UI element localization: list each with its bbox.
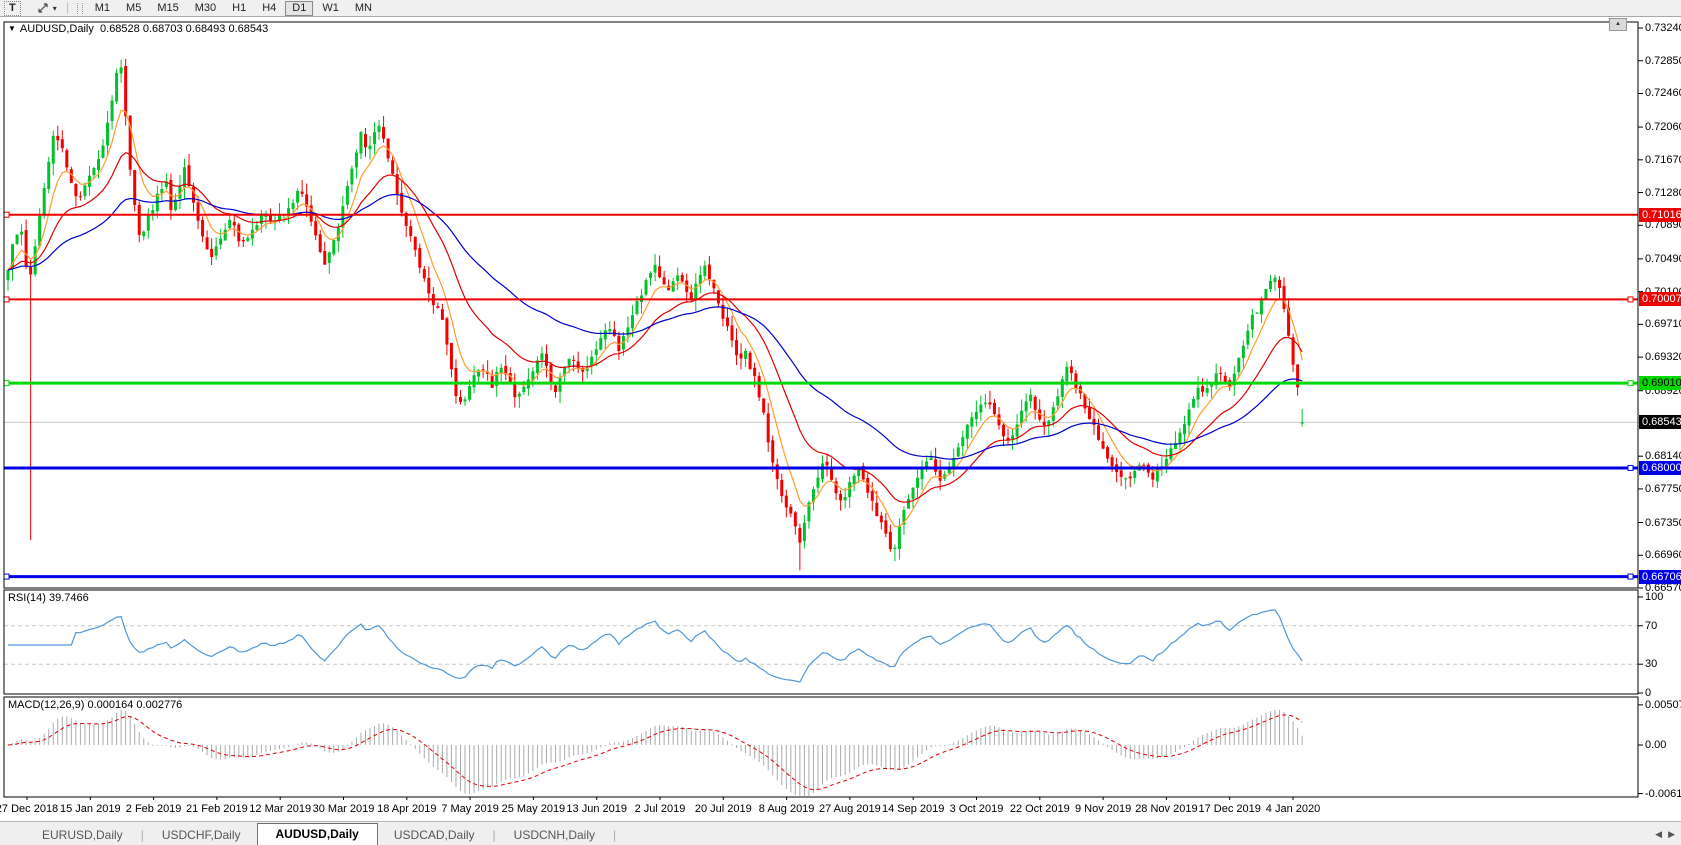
chart-title: ▼ AUDUSD,Daily 0.68528 0.68703 0.68493 0.…	[8, 23, 268, 35]
macd-tick-label: 0.005076	[1645, 698, 1681, 711]
date-tick-label: 25 May 2019	[501, 803, 566, 815]
current-price-badge: 0.68543	[1639, 415, 1681, 430]
price-tick-label: 0.70890	[1645, 219, 1681, 232]
date-tick-label: 22 Oct 2019	[1009, 803, 1070, 815]
tab-usdcad[interactable]: USDCAD,Daily	[393, 828, 475, 842]
price-tick-label: 0.71670	[1645, 153, 1681, 166]
tab-usdchf[interactable]: USDCHF,Daily	[161, 828, 241, 842]
rsi-label: RSI(14) 39.7466	[8, 592, 89, 604]
chart-tab-bar: EURUSD,Daily | USDCHF,Daily AUDUSD,Daily USD…	[0, 821, 1681, 845]
price-line-badge: 0.71016	[1639, 207, 1681, 222]
price-tick-label: 0.71280	[1645, 186, 1681, 199]
price-tick-label: 0.70490	[1645, 252, 1681, 265]
toolbar-separator	[66, 2, 68, 14]
chevron-down-icon: ▾	[52, 3, 57, 13]
rsi-tick-label: 30	[1645, 658, 1658, 671]
date-tick-label: 21 Feb 2019	[186, 803, 248, 815]
timeframe-button-m5[interactable]: M5	[126, 1, 142, 14]
chart-ohlc: 0.68528 0.68703 0.68493 0.68543	[100, 23, 269, 35]
date-tick-label: 17 Dec 2019	[1198, 803, 1261, 815]
price-tick-label: 0.68140	[1645, 450, 1681, 463]
tabs-scroll-left-button[interactable]: ◀	[1655, 829, 1663, 839]
tab-separator: |	[140, 828, 144, 842]
timeframe-button-m1[interactable]: M1	[94, 1, 111, 14]
price-tick-label: 0.69710	[1645, 318, 1681, 331]
price-line-badge: 0.70007	[1639, 292, 1681, 307]
date-tick-label: 18 Apr 2019	[377, 803, 437, 815]
chart-window: ▼ AUDUSD,Daily 0.68528 0.68703 0.68493 0.…	[0, 17, 1681, 820]
toolbar-grip[interactable]	[76, 2, 83, 14]
date-tick-label: 20 Jul 2019	[694, 803, 752, 815]
price-tick-label: 0.66960	[1645, 549, 1681, 562]
date-tick-label: 8 Aug 2019	[758, 803, 815, 815]
timeframe-button-d1[interactable]: D1	[285, 0, 314, 16]
price-tick-label: 0.66570	[1645, 582, 1681, 594]
price-tick-label: 0.72060	[1645, 121, 1681, 134]
rsi-value: 39.7466	[48, 592, 89, 604]
price-tick-label: 0.73240	[1645, 22, 1681, 34]
tab-audusd[interactable]: AUDUSD,Daily	[256, 823, 378, 845]
rsi-tick-label: 70	[1645, 619, 1658, 632]
date-tick-label: 14 Sep 2019	[881, 803, 945, 815]
arrow-tool-button[interactable]: ▾	[31, 2, 62, 15]
timeframe-button-mn[interactable]: MN	[354, 1, 372, 14]
price-tick-label: 0.67350	[1645, 516, 1681, 529]
price-tick-label: 0.67750	[1645, 482, 1681, 495]
timeframe-group: M1 M5 M15 M30 H1 H4 D1 W1 MN	[87, 0, 380, 16]
macd-tick-label: -0.006148	[1645, 787, 1681, 800]
timeframe-button-w1[interactable]: W1	[322, 1, 339, 14]
date-tick-label: 4 Jan 2020	[1265, 803, 1321, 815]
scroll-up-button[interactable]: ▲	[1609, 18, 1627, 31]
date-tick-label: 9 Nov 2019	[1074, 803, 1132, 815]
collapse-triangle-icon: ▼	[8, 24, 16, 33]
date-tick-label: 28 Nov 2019	[1135, 803, 1198, 815]
price-line-badge: 0.66706	[1639, 569, 1681, 584]
tab-separator: |	[613, 828, 617, 842]
timeframe-button-m30[interactable]: M30	[194, 1, 217, 14]
timeframe-button-h1[interactable]: H1	[232, 1, 247, 14]
rsi-tick-label: 0	[1645, 687, 1652, 699]
text-tool-button[interactable]: T	[4, 0, 21, 16]
tab-separator: |	[492, 828, 496, 842]
double-arrow-icon	[36, 2, 50, 15]
rsi-name: RSI(14)	[8, 592, 46, 604]
macd-label: MACD(12,26,9) 0.000164 0.002776	[8, 699, 182, 711]
date-tick-label: 30 Mar 2019	[312, 803, 375, 815]
price-tick-label: 0.72460	[1645, 87, 1681, 100]
date-tick-label: 2 Jul 2019	[634, 803, 686, 815]
date-tick-label: 7 May 2019	[441, 803, 499, 815]
price-line-badge: 0.68000	[1639, 460, 1681, 475]
chart-canvas[interactable]	[0, 17, 1681, 820]
toolbar: T ▾ M1 M5 M15 M30 H1 H4 D1 W1 MN	[0, 0, 1681, 17]
tab-usdcnh[interactable]: USDCNH,Daily	[513, 828, 596, 842]
timeframe-button-h4[interactable]: H4	[262, 1, 277, 14]
date-tick-label: 27 Aug 2019	[818, 803, 881, 815]
price-line-badge: 0.69010	[1639, 376, 1681, 391]
price-tick-label: 0.69320	[1645, 351, 1681, 364]
date-tick-label: 12 Mar 2019	[249, 803, 312, 815]
date-tick-label: 3 Oct 2019	[949, 803, 1004, 815]
macd-tick-label: 0.00	[1645, 739, 1667, 751]
tabs-scroll-right-button[interactable]: ▶	[1668, 829, 1675, 839]
date-tick-label: 2 Feb 2019	[125, 803, 182, 815]
date-tick-label: 13 Jun 2019	[566, 803, 627, 815]
date-tick-label: 15 Jan 2019	[60, 803, 121, 815]
price-tick-label: 0.72850	[1645, 54, 1681, 67]
chart-symbol: AUDUSD,Daily	[19, 23, 94, 35]
timeframe-button-m15[interactable]: M15	[157, 1, 179, 14]
tab-eurusd[interactable]: EURUSD,Daily	[42, 828, 123, 842]
date-tick-label: 27 Dec 2018	[0, 803, 59, 815]
macd-name: MACD(12,26,9)	[8, 699, 85, 711]
rsi-tick-label: 100	[1645, 591, 1664, 603]
macd-values: 0.000164 0.002776	[87, 699, 183, 711]
